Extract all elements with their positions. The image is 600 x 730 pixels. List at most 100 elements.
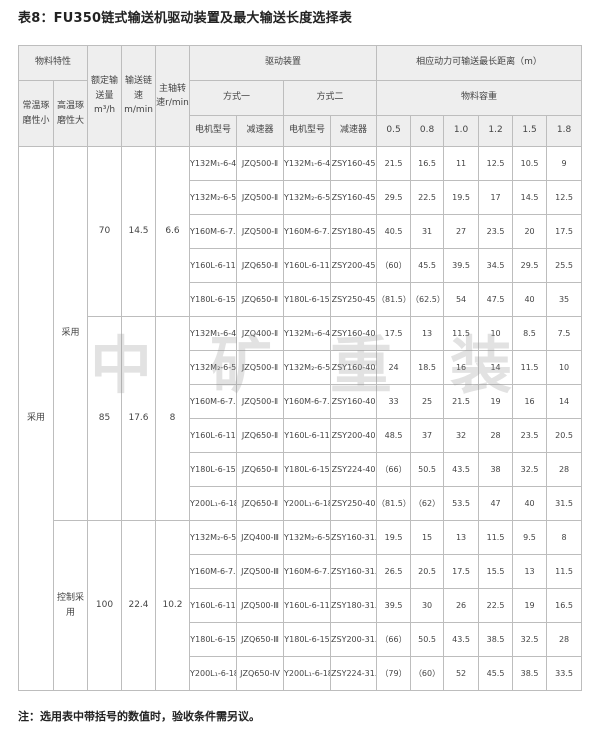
reducer-2: ZSY224-40 xyxy=(330,452,378,487)
reducer-2: ZSY160-40 xyxy=(330,350,378,385)
table-row: Y132M₂-6-5.5JZQ500-ⅡY132M₂-6-5.5ZSY160-4… xyxy=(19,350,583,385)
length-1.5: 32.5 xyxy=(512,622,548,657)
reducer-2: ZSY250-40 xyxy=(330,486,378,521)
motor-1: Y132M₂-6-5.5 xyxy=(189,520,238,555)
density-0: 0.5 xyxy=(376,115,412,147)
length-1.5: 13 xyxy=(512,554,548,589)
shaft-speed: 8 xyxy=(155,316,191,521)
mode2-header: 方式二 xyxy=(283,80,378,116)
length-0.5: 40.5 xyxy=(376,214,412,249)
length-1.2: 23.5 xyxy=(478,214,514,249)
length-0.5: 21.5 xyxy=(376,146,412,181)
reducer-1: JZQ650-Ⅱ xyxy=(236,418,285,453)
length-1.2: 34.5 xyxy=(478,248,514,283)
length-1.0: 11.5 xyxy=(443,316,480,351)
reducer-2: ZSY200-45 xyxy=(330,248,378,283)
table-row: 85 17.6 8 Y132M₁-6-4 JZQ400-Ⅱ Y132M₁-6-4 ZSY16… xyxy=(19,316,583,521)
motor-2: Y180L-6-15 xyxy=(283,452,332,487)
table-body: 采用 采用 70 14.5 6.6 Y132M₁-6-4 JZQ500-Ⅱ Y132M₁-6-… xyxy=(18,146,583,691)
reducer-2: ZSY160-40 xyxy=(330,384,378,419)
length-1.5: 10.5 xyxy=(512,146,548,181)
length-1.2: 15.5 xyxy=(478,554,514,589)
reducer-1: JZQ650-Ⅱ xyxy=(236,452,285,487)
length-1.0: 13 xyxy=(443,520,480,555)
col2-usage-label: 控制采用 xyxy=(52,520,89,691)
length-0.5: （81.5） xyxy=(376,282,412,317)
reducer-1: JZQ500-Ⅲ xyxy=(236,588,285,623)
motor-2: Y160L-6-11 xyxy=(283,248,332,283)
length-1.2: 45.5 xyxy=(478,656,514,691)
length-1.0: 16 xyxy=(443,350,480,385)
reducer-1: JZQ500-Ⅱ xyxy=(236,350,285,385)
chain-speed: 14.5 xyxy=(121,146,157,317)
length-1.8: 8 xyxy=(546,520,583,555)
density-3: 1.2 xyxy=(478,115,514,147)
reducer-1: JZQ500-Ⅱ xyxy=(236,146,285,181)
reducer-1: JZQ500-Ⅱ xyxy=(236,384,285,419)
length-0.8: 20.5 xyxy=(410,554,445,589)
length-0.5: 19.5 xyxy=(376,520,412,555)
material-props-header: 物料特性 xyxy=(17,45,89,81)
length-0.5: 29.5 xyxy=(376,180,412,215)
table-row: Y200L₁-6-18.5JZQ650-ⅣY200L₁-6-18.5ZSY224… xyxy=(19,656,583,691)
length-1.0: 53.5 xyxy=(443,486,480,521)
density-2: 1.0 xyxy=(443,115,480,147)
length-1.8: 12.5 xyxy=(546,180,583,215)
shaft-speed: 10.2 xyxy=(155,520,191,691)
length-1.8: 7.5 xyxy=(546,316,583,351)
reducer-2: ZSY180-45 xyxy=(330,214,378,249)
length-1.0: 17.5 xyxy=(443,554,480,589)
motor-2: Y180L-6-15 xyxy=(283,282,332,317)
table-row: 控制采用10022.410.2Y132M₂-6-5.5JZQ400-ⅢY132M… xyxy=(19,520,583,691)
reducer-1: JZQ650-Ⅱ xyxy=(236,282,285,317)
motor-1: Y160L-6-11 xyxy=(189,588,238,623)
motor-2: Y180L-6-15 xyxy=(283,622,332,657)
density-5: 1.8 xyxy=(546,115,583,147)
motor-2: Y132M₂-6-5.5 xyxy=(283,180,332,215)
length-1.0: 43.5 xyxy=(443,622,480,657)
length-0.8: 37 xyxy=(410,418,445,453)
length-0.5: 24 xyxy=(376,350,412,385)
reducer-1: JZQ650-Ⅱ xyxy=(236,486,285,521)
motor-1: Y132M₂-6-5.5 xyxy=(189,350,238,385)
length-1.8: 9 xyxy=(546,146,583,181)
motor-2: Y132M₁-6-4 xyxy=(283,146,332,181)
length-1.0: 21.5 xyxy=(443,384,480,419)
length-1.8: 11.5 xyxy=(546,554,583,589)
reducer-2: ZSY160-45 xyxy=(330,146,378,181)
length-1.8: 28 xyxy=(546,452,583,487)
table-row: Y160M-6-7.5 JZQ500-Ⅱ Y160M-6-7.5 ZSY180-45 4… xyxy=(19,214,583,249)
length-1.5: 19 xyxy=(512,588,548,623)
chain-speed-header: 输送链速m/min xyxy=(121,45,157,147)
motor-1: Y180L-6-15 xyxy=(189,282,238,317)
reducer-header-2: 减速器 xyxy=(330,115,378,147)
length-1.0: 27 xyxy=(443,214,480,249)
footnote: 注：选用表中带括号的数值时，验收条件需另议。 xyxy=(18,710,260,723)
reducer-2: ZSY160-31.5 xyxy=(330,554,378,589)
length-1.5: 38.5 xyxy=(512,656,548,691)
length-1.0: 54 xyxy=(443,282,480,317)
motor-1: Y180L-6-15 xyxy=(189,452,238,487)
motor-2: Y160M-6-7.5 xyxy=(283,214,332,249)
length-0.5: （81.5） xyxy=(376,486,412,521)
length-0.8: （62.5） xyxy=(410,282,445,317)
length-1.5: 20 xyxy=(512,214,548,249)
length-1.0: 52 xyxy=(443,656,480,691)
length-0.5: 17.5 xyxy=(376,316,412,351)
length-1.5: 29.5 xyxy=(512,248,548,283)
motor-1: Y132M₂-6-5.5 xyxy=(189,180,238,215)
table-row: Y160M-6-7.5 JZQ500-Ⅱ Y160M-6-7.5 ZSY160-40 3… xyxy=(19,384,583,419)
table-row: Y160M-6-7.5JZQ500-ⅢY160M-6-7.5ZSY160-31.… xyxy=(19,554,583,589)
length-0.8: 45.5 xyxy=(410,248,445,283)
drive-header: 驱动装置 xyxy=(189,45,378,81)
table-title: 表8：FU350链式输送机驱动装置及最大输送长度选择表 xyxy=(18,11,353,26)
length-0.5: 48.5 xyxy=(376,418,412,453)
length-1.8: 25.5 xyxy=(546,248,583,283)
reducer-2: ZSY224-31.5 xyxy=(330,656,378,691)
shaft-speed-header: 主轴转速r/min xyxy=(155,45,191,147)
reducer-1: JZQ650-Ⅲ xyxy=(236,622,285,657)
length-0.8: 25 xyxy=(410,384,445,419)
length-0.8: 15 xyxy=(410,520,445,555)
length-0.5: 26.5 xyxy=(376,554,412,589)
motor-2: Y200L₁-6-18.5 xyxy=(283,486,332,521)
